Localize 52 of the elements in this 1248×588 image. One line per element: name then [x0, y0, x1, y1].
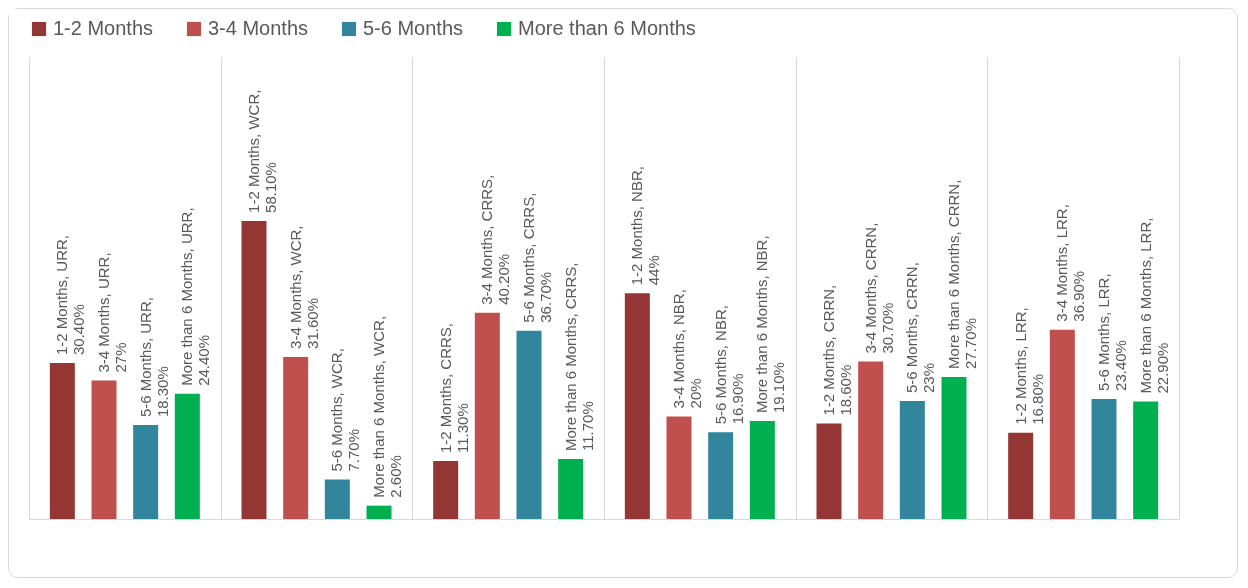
bar	[133, 425, 159, 519]
data-label: 3-4 Months, CRRN, 30.70%	[861, 222, 896, 354]
data-label: More than 6 Months, WCR, 2.60%	[370, 315, 404, 498]
bar	[624, 293, 650, 519]
bar	[241, 220, 267, 519]
bar	[283, 356, 309, 519]
data-label: 1-2 Months, CRRN, 18.60%	[820, 284, 854, 416]
bar	[324, 479, 350, 519]
data-label: More than 6 Months, CRRN, 27.70%	[945, 179, 979, 369]
data-label: 3-4 Months, LRR, 36.90%	[1053, 204, 1088, 322]
data-label: More than 6 Months, LRR, 22.90%	[1136, 217, 1171, 394]
bar	[666, 416, 692, 519]
bar	[1133, 401, 1159, 519]
legend-label: 1-2 Months	[53, 17, 154, 39]
data-label: 3-4 Months, CRRS, 40.20%	[478, 174, 513, 305]
data-label: 1-2 Months, NBR, 44%	[628, 166, 663, 286]
data-label: 5-6 Months, URR, 18.30%	[136, 297, 171, 418]
legend-label: 3-4 Months	[208, 17, 309, 39]
data-label: More than 6 Months, NBR, 19.10%	[753, 235, 788, 414]
bar	[474, 312, 500, 519]
bar	[174, 393, 200, 519]
data-label: 3-4 Months, WCR, 31.60%	[286, 225, 321, 349]
legend-label: 5-6 Months	[363, 17, 464, 39]
data-label: 5-6 Months, LRR, 23.40%	[1095, 273, 1129, 391]
bar	[366, 505, 392, 519]
data-label: 1-2 Months, URR, 30.40%	[53, 235, 88, 356]
bar	[749, 421, 775, 519]
data-label: 3-4 Months, URR, 27%	[95, 252, 129, 373]
bar	[433, 461, 459, 519]
data-label: 5-6 Months, NBR, 16.90%	[711, 305, 746, 425]
bar	[858, 361, 884, 519]
data-label: More than 6 Months, CRRS, 11.70%	[561, 262, 596, 451]
data-label: 5-6 Months, CRRN, 23%	[903, 262, 938, 394]
data-label: More than 6 Months, URR, 24.40%	[178, 207, 213, 386]
data-label: 5-6 Months, CRRS, 36.70%	[520, 192, 554, 323]
bar	[941, 376, 967, 519]
bar	[1049, 329, 1075, 519]
bar	[899, 401, 925, 519]
bar	[1008, 432, 1034, 519]
bar	[1091, 398, 1117, 519]
data-label: 5-6 Months, WCR, 7.70%	[328, 348, 363, 472]
bar	[49, 363, 75, 519]
bar	[91, 380, 117, 519]
data-label: 1-2 Months, CRRS, 11.30%	[436, 322, 471, 454]
bar	[708, 432, 734, 519]
data-label: 3-4 Months, NBR, 20%	[670, 289, 704, 409]
data-label: 1-2 Months, WCR, 58.10%	[245, 89, 279, 213]
bar	[558, 458, 584, 519]
data-label: 1-2 Months, LRR, 16.80%	[1011, 307, 1046, 425]
bar	[516, 330, 542, 519]
legend-label: More than 6 Months	[518, 17, 696, 39]
bar	[816, 423, 842, 519]
